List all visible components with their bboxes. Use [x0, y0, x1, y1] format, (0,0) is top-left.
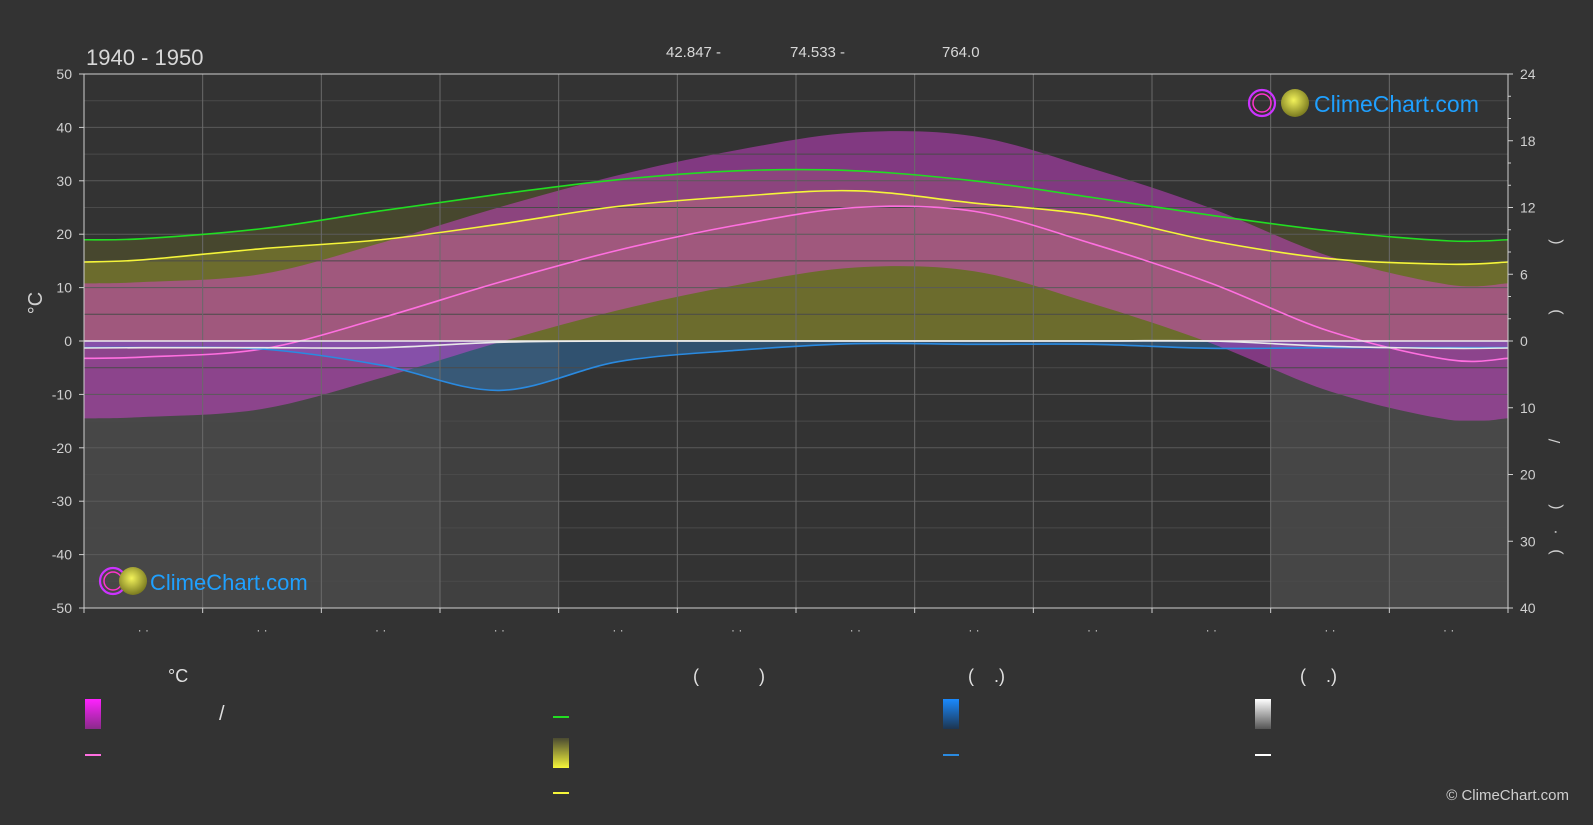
- y-right-axis-label-fragment: /: [1547, 438, 1564, 443]
- logo-text: ClimeChart.com: [1314, 91, 1479, 117]
- y-right-axis-label-fragment: (: [1547, 239, 1564, 245]
- x-tick-label: · ·: [375, 623, 386, 637]
- x-tick-label: · ·: [850, 623, 861, 637]
- chart-lines: [83, 168, 1509, 392]
- y-left-tick-label: 30: [56, 173, 72, 189]
- latitude-label: 42.847 -: [666, 44, 722, 61]
- y-right-axis-label-fragment: (: [1547, 504, 1564, 510]
- y-left-tick-label: -10: [52, 386, 72, 402]
- y-left-axis-label: °C: [25, 292, 47, 314]
- copyright: © ClimeChart.com: [1446, 787, 1569, 804]
- x-tick-label: · ·: [256, 623, 267, 637]
- daylight-line: [83, 168, 1509, 243]
- temperature-mean-line: [83, 205, 1509, 363]
- logo-ring-inner-icon: [1252, 93, 1272, 113]
- x-tick-label: · ·: [1324, 623, 1335, 637]
- y-left-tick-label: 40: [56, 119, 72, 135]
- logo-sun-icon: [1281, 89, 1309, 117]
- x-tick-label: · ·: [138, 623, 149, 637]
- y-right-tick-label: 20: [1520, 467, 1536, 483]
- legend-slash: /: [219, 703, 225, 725]
- x-tick-label: · ·: [494, 623, 505, 637]
- y-left-tick-label: 20: [56, 226, 72, 242]
- y-left-tick-label: 10: [56, 280, 72, 296]
- legend-temp-range-swatch: [85, 699, 101, 729]
- period-label: 1940 - 1950: [86, 45, 204, 70]
- sunshine-line: [83, 189, 1509, 266]
- legend-rain-swatch: [943, 699, 959, 729]
- y-right-tick-label: 6: [1520, 266, 1528, 282]
- logo-sun-icon: [119, 567, 147, 595]
- x-tick-label: · ·: [1087, 623, 1098, 637]
- logo-text: ClimeChart.com: [150, 570, 308, 595]
- y-left-tick-label: 0: [64, 333, 72, 349]
- logo-top-right[interactable]: ClimeChart.com: [1247, 88, 1479, 118]
- legend-temp-heading: °C: [168, 666, 189, 686]
- y-left-tick-label: 50: [56, 66, 72, 82]
- legend-daylight-line: [553, 716, 569, 718]
- x-tick-label: · ·: [731, 623, 742, 637]
- legend-snow-line: [1255, 754, 1271, 756]
- legend-sunshine-swatch: [553, 738, 569, 768]
- y-right-tick-label: 0: [1520, 333, 1528, 349]
- y-right-tick-label: 40: [1520, 600, 1536, 616]
- elevation-label: 764.0: [942, 44, 980, 61]
- x-tick-label: · ·: [968, 623, 979, 637]
- legend-snow-heading: ( .): [1300, 666, 1337, 686]
- logo-ring-icon: [1247, 88, 1277, 118]
- legend-sunshine-line: [553, 792, 569, 794]
- longitude-label: 74.533 -: [790, 44, 846, 61]
- y-right-tick-label: 30: [1520, 533, 1536, 549]
- logo-bottom-left[interactable]: ClimeChart.com: [98, 566, 308, 596]
- chart-axes: 50 40 30 20 10 0 -10 -20 -30 -40 -50 °C 24 18 12 6 0 10 20…: [25, 66, 1564, 637]
- x-tick-label: · ·: [612, 623, 623, 637]
- y-right-tick-label: 12: [1520, 200, 1536, 216]
- legend-temp-mean-line: [85, 754, 101, 756]
- y-right-tick-label: 10: [1520, 400, 1536, 416]
- y-right-axis-label-fragment: ): [1547, 309, 1564, 314]
- y-left-tick-label: -50: [52, 600, 72, 616]
- y-right-tick-label: 18: [1520, 133, 1536, 149]
- y-left-tick-label: -20: [52, 440, 72, 456]
- x-tick-label: · ·: [1206, 623, 1217, 637]
- y-left-tick-label: -40: [52, 547, 72, 563]
- precipitation-line: [83, 342, 1508, 392]
- y-right-axis-label-fragment: ·: [1547, 529, 1564, 534]
- y-right-axis-label-fragment: ): [1547, 549, 1564, 554]
- legend-snow-swatch: [1255, 699, 1271, 729]
- x-tick-label: · ·: [1443, 623, 1454, 637]
- y-left-tick-label: -30: [52, 493, 72, 509]
- legend-rain-line: [943, 754, 959, 756]
- y-right-tick-label: 24: [1520, 66, 1536, 82]
- legend-sun-heading: ( ): [693, 666, 765, 686]
- legend-rain-heading: ( .): [968, 666, 1005, 686]
